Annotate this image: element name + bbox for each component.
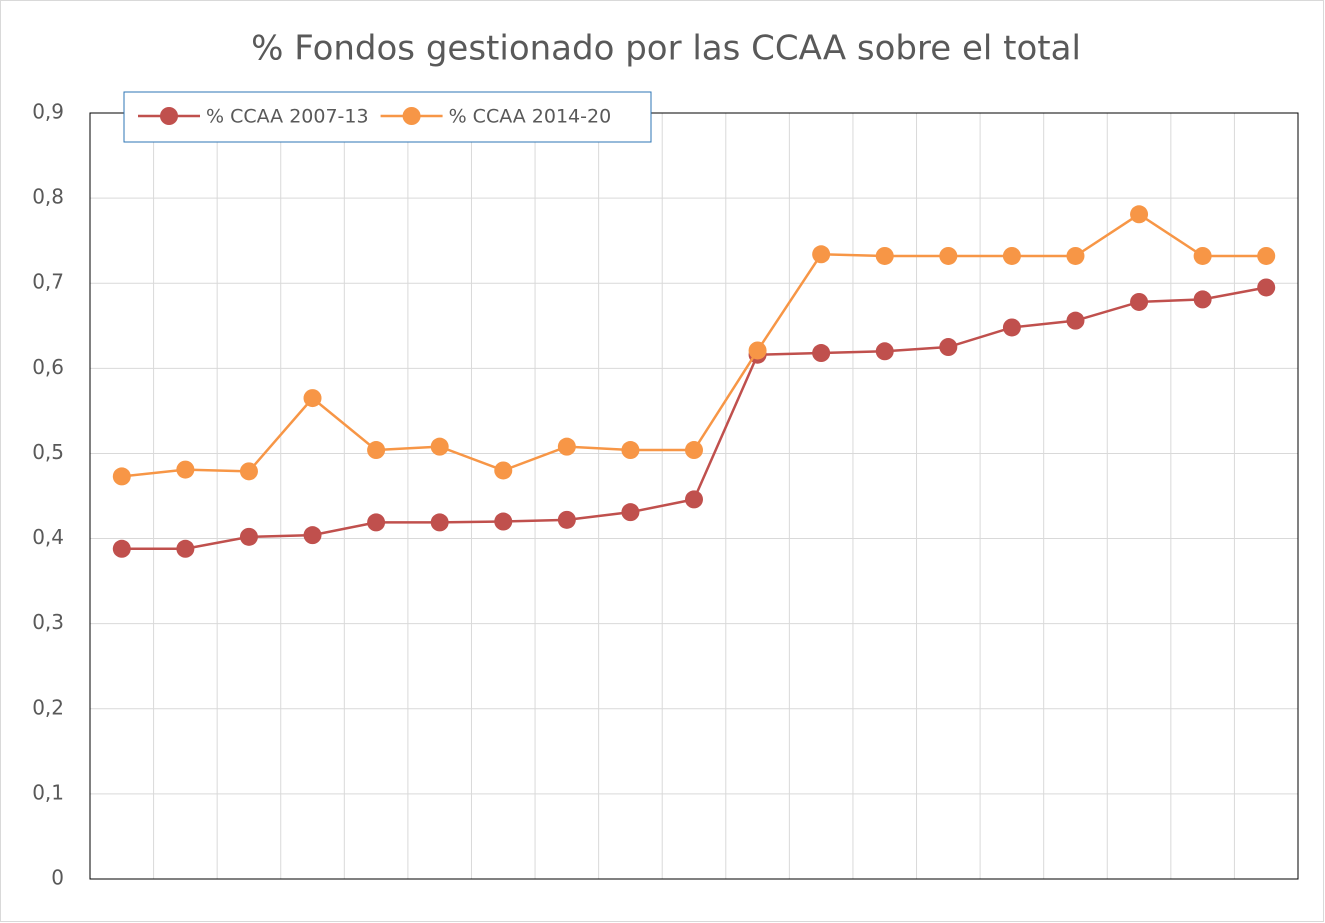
y-tick-label: 0,2: [32, 695, 64, 719]
point: [557, 437, 576, 456]
y-tick-label: 0,8: [32, 185, 64, 209]
point: [303, 526, 322, 545]
y-tick-label: 0,9: [32, 100, 64, 124]
y-tick-label: 0,7: [32, 270, 64, 294]
point: [494, 512, 513, 531]
point: [367, 441, 386, 460]
point: [430, 437, 449, 456]
point: [430, 513, 449, 532]
point: [1257, 246, 1276, 265]
y-tick-label: 0,3: [32, 610, 64, 634]
point: [1002, 318, 1021, 337]
point: [748, 341, 767, 360]
point: [112, 539, 131, 558]
point: [1002, 246, 1021, 265]
y-tick-label: 0,1: [32, 780, 64, 804]
point: [1066, 246, 1085, 265]
point: [239, 527, 258, 546]
point: [303, 389, 322, 408]
legend-marker: [402, 107, 421, 125]
y-tick-label: 0,4: [32, 525, 64, 549]
legend-label: % CCAA 2007-13: [206, 106, 369, 128]
plot-border: [89, 112, 1299, 880]
point: [1257, 278, 1276, 297]
point: [939, 246, 958, 265]
point: [621, 441, 640, 460]
legend-label: % CCAA 2014-20: [449, 106, 612, 128]
point: [812, 344, 831, 363]
point: [1193, 246, 1212, 265]
point: [685, 490, 703, 509]
point: [112, 467, 131, 486]
point: [367, 513, 386, 532]
point: [1130, 292, 1149, 311]
y-tick-label: 0: [51, 866, 64, 890]
point: [939, 338, 958, 357]
chart-title: % Fondos gestionado por las CCAA sobre e…: [251, 29, 1081, 69]
legend-marker: [160, 107, 178, 125]
point: [812, 245, 831, 264]
point: [685, 441, 703, 460]
point: [176, 460, 195, 479]
point: [1066, 311, 1085, 330]
point: [875, 246, 894, 265]
y-tick-label: 0,5: [32, 440, 64, 464]
point: [875, 342, 894, 361]
point: [621, 503, 640, 522]
point: [176, 539, 195, 558]
point: [494, 461, 513, 480]
point: [1193, 290, 1212, 309]
point: [239, 462, 258, 481]
point: [557, 510, 576, 529]
y-tick-label: 0,6: [32, 355, 64, 379]
point: [1130, 205, 1149, 224]
